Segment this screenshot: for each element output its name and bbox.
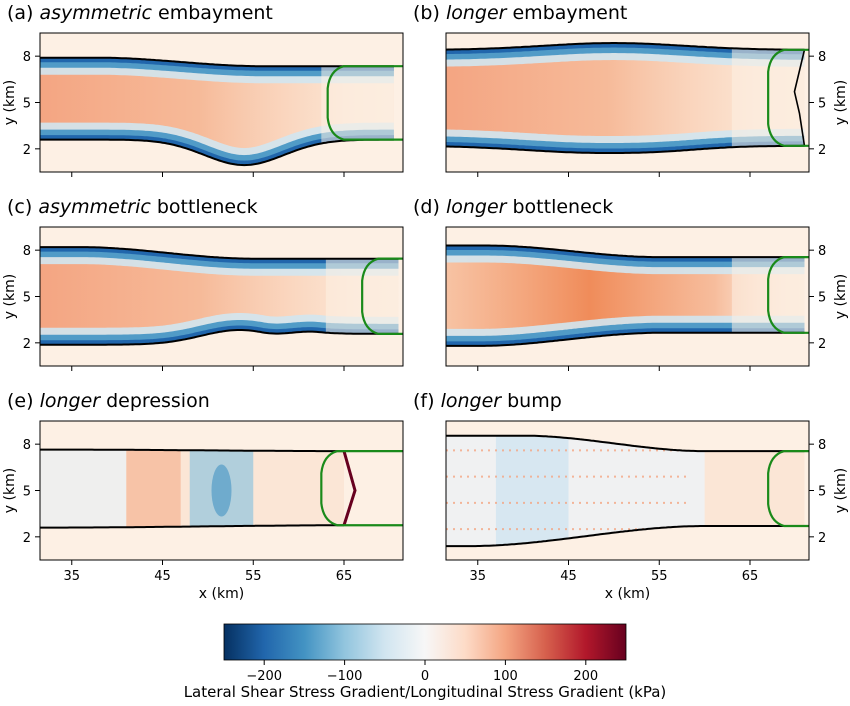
y-axis-label: y (km) [833, 80, 849, 125]
lower-ice-margin [446, 525, 805, 548]
panel-title: (d) longer bottleneck [413, 196, 613, 218]
y-tick-label: 2 [23, 143, 31, 158]
front-contour [361, 257, 403, 335]
y-tick-label: 8 [818, 244, 826, 259]
y-tick-label: 2 [818, 143, 826, 158]
y-tick-label: 8 [23, 244, 31, 259]
terminus-line [793, 49, 806, 146]
lower-ice-margin [446, 144, 805, 154]
colorbar-tick-label: −100 [327, 669, 363, 684]
colorbar-tick-label: 200 [573, 669, 598, 684]
y-axis-label: y (km) [2, 274, 18, 319]
y-tick-label: 5 [23, 291, 31, 306]
colorbar-label: Lateral Shear Stress Gradient/Longitudin… [184, 683, 667, 701]
lower-ice-margin [40, 524, 344, 529]
y-tick-label: 8 [23, 50, 31, 65]
y-axis-label: y (km) [2, 468, 18, 513]
y-tick-label: 5 [23, 97, 31, 112]
panel-title: (a) asymmetric embayment [7, 2, 273, 24]
stress-patch-orange [126, 449, 181, 528]
center-shear-band [446, 43, 805, 153]
panel-title: (b) longer embayment [413, 2, 627, 24]
colorbar-gradient [223, 623, 627, 661]
y-tick-label: 2 [23, 337, 31, 352]
panel-b: (b) longer embayment 8 5 2 y (km) [413, 2, 849, 177]
front-contour [320, 450, 403, 527]
upper-ice-margin [446, 434, 805, 453]
x-tick-label: 65 [742, 569, 759, 584]
y-tick-label: 5 [818, 291, 826, 306]
upper-ice-margin [40, 56, 394, 68]
panel-title: (c) asymmetric bottleneck [7, 196, 258, 218]
x-tick-label: 45 [154, 569, 171, 584]
y-tick-label: 2 [818, 531, 826, 546]
x-axis-label: x (km) [199, 586, 244, 602]
y-tick-label: 2 [23, 531, 31, 546]
upper-ice-margin [40, 448, 344, 453]
colorbar-tick-label: 100 [493, 669, 518, 684]
stress-patch-blue [495, 435, 569, 547]
x-tick-label: 45 [560, 569, 577, 584]
y-axis-label: y (km) [2, 80, 18, 125]
x-tick-label: 35 [63, 569, 80, 584]
y-tick-label: 8 [818, 438, 826, 453]
terminus-line [342, 450, 357, 526]
y-axis-label: y (km) [833, 274, 849, 319]
upper-ice-margin [446, 244, 805, 259]
y-tick-label: 2 [818, 337, 826, 352]
lower-ice-margin [446, 331, 805, 347]
front-contour [767, 450, 809, 528]
y-tick-label: 5 [818, 97, 826, 112]
panel-e: (e) longer depression 8 5 2 y (km) 35 45 55 65 x … [2, 390, 404, 602]
panel-title: (e) longer depression [7, 390, 210, 412]
panel-d: (d) longer bottleneck 8 5 2 y (km) [413, 196, 849, 371]
x-tick-label: 55 [245, 569, 262, 584]
panel-a: (a) asymmetric embayment 8 5 2 y (km) [2, 2, 404, 177]
upper-ice-margin [446, 42, 805, 51]
panel-c: (c) asymmetric bottleneck 8 5 2 y (km) [2, 196, 404, 371]
panel-f: (f) longer bump 8 5 2 y (km) 35 45 55 65 x (km) [413, 390, 849, 602]
front-contour [326, 65, 403, 141]
y-axis-label: y (km) [833, 468, 849, 513]
colorbar: −200 −100 0 100 200 Lateral Shear Stress Gra… [184, 623, 667, 701]
colorbar-tick-label: 0 [421, 669, 429, 684]
lower-ice-margin [40, 329, 399, 346]
upper-ice-margin [40, 246, 399, 260]
x-axis-label: x (km) [605, 586, 650, 602]
colorbar-tick-label: −200 [246, 669, 282, 684]
x-tick-label: 55 [651, 569, 668, 584]
x-tick-label: 35 [469, 569, 486, 584]
front-contour [767, 256, 809, 334]
y-tick-label: 5 [23, 485, 31, 500]
y-tick-label: 8 [818, 50, 826, 65]
lower-ice-margin [40, 138, 394, 167]
y-tick-label: 5 [818, 485, 826, 500]
x-tick-label: 65 [336, 569, 353, 584]
front-contour [767, 48, 809, 147]
panel-title: (f) longer bump [413, 390, 562, 412]
y-tick-label: 8 [23, 438, 31, 453]
